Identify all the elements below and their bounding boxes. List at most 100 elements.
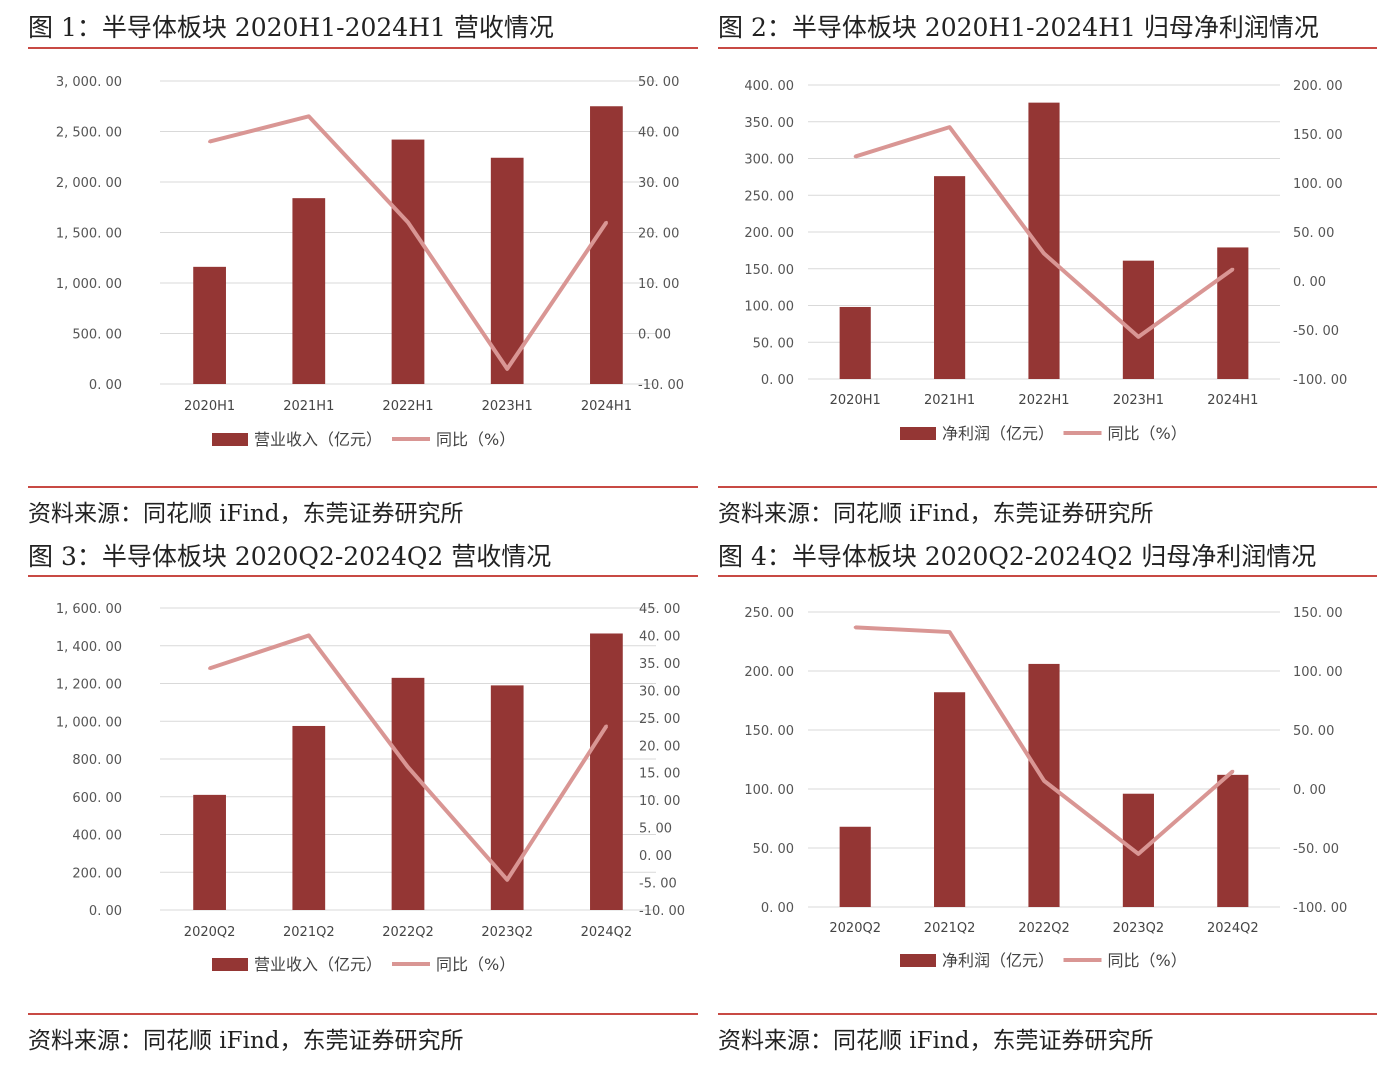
y-left-tick-label: 150. 00 [744, 724, 794, 739]
yoy-point [948, 125, 952, 129]
y-left-tick-label: 400. 00 [72, 829, 122, 844]
yoy-point [948, 630, 952, 634]
y-left-tick-label: 200. 00 [72, 866, 122, 881]
bar [934, 692, 966, 907]
y-right-tick-label: 30. 00 [638, 176, 679, 191]
figure-4-title-rule [718, 575, 1377, 577]
figure-1-source: 资料来源：同花顺 iFind，东莞证券研究所 [28, 501, 464, 527]
y-right-tick-label: 20. 00 [639, 739, 680, 754]
y-right-tick-label: 50. 00 [1293, 724, 1334, 739]
x-category-label: 2023Q2 [1113, 921, 1165, 936]
y-right-tick-label: -10. 00 [638, 378, 684, 393]
figure-4-source-rule [718, 1013, 1377, 1015]
x-category-label: 2023H1 [1113, 393, 1164, 408]
bar [490, 685, 524, 910]
legend-line-label: 同比（%） [436, 430, 515, 449]
bar [1217, 247, 1249, 379]
x-category-label: 2021H1 [924, 393, 975, 408]
figure-1-panel: 图 1：半导体板块 2020H1-2024H1 营收情况 0. 00 500. 0… [28, 0, 698, 530]
figure-3-source-rule [28, 1013, 698, 1015]
x-category-label: 2024H1 [1207, 393, 1258, 408]
y-right-tick-label: 40. 00 [639, 629, 680, 644]
y-right-tick-label: 0. 00 [638, 328, 671, 343]
yoy-point [208, 140, 212, 144]
y-left-tick-label: 1, 600. 00 [56, 602, 122, 617]
y-right-tick-label: -10. 00 [639, 904, 685, 919]
y-left-tick-label: 100. 00 [744, 783, 794, 798]
y-right-tick-label: 30. 00 [639, 684, 680, 699]
y-right-tick-label: -50. 00 [1293, 842, 1339, 857]
bar [590, 633, 623, 910]
figure-3-title-rule [28, 575, 698, 577]
y-left-tick-label: 250. 00 [744, 189, 794, 204]
y-right-tick-label: 200. 00 [1293, 79, 1343, 94]
y-left-tick-label: 0. 00 [761, 373, 794, 388]
y-right-tick-label: 20. 00 [638, 227, 679, 242]
y-left-tick-label: 1, 500. 00 [56, 227, 122, 242]
y-right-tick-label: 50. 00 [638, 75, 679, 90]
yoy-point [1042, 252, 1046, 256]
figure-2-panel: 图 2：半导体板块 2020H1-2024H1 归母净利润情况 0. 00 50.… [718, 0, 1388, 530]
y-left-tick-label: 50. 00 [753, 842, 794, 857]
x-category-label: 2023H1 [482, 399, 533, 414]
legend-bar-swatch [900, 954, 936, 967]
y-right-tick-label: 15. 00 [639, 767, 680, 782]
y-right-tick-label: 35. 00 [639, 657, 680, 672]
figure-1-title-rule [28, 47, 698, 49]
x-category-label: 2021Q2 [283, 925, 335, 940]
yoy-point [208, 666, 212, 670]
yoy-point [1042, 779, 1046, 783]
bar [391, 139, 425, 384]
y-left-tick-label: 250. 00 [744, 606, 794, 621]
yoy-point [604, 220, 608, 224]
y-left-tick-label: 0. 00 [761, 901, 794, 916]
figure-4-title: 图 4：半导体板块 2020Q2-2024Q2 归母净利润情况 [718, 542, 1317, 571]
figure-4-source: 资料来源：同花顺 iFind，东莞证券研究所 [718, 1028, 1154, 1054]
legend-line-label: 同比（%） [1108, 424, 1187, 443]
x-category-label: 2024Q2 [1207, 921, 1259, 936]
x-category-label: 2020H1 [830, 393, 881, 408]
y-left-tick-label: 200. 00 [744, 665, 794, 680]
y-left-tick-label: 400. 00 [744, 79, 794, 94]
figure-2-title-rule [718, 47, 1377, 49]
legend-bar-label: 净利润（亿元） [942, 951, 1054, 970]
yoy-point [1136, 335, 1140, 339]
y-right-tick-label: 10. 00 [638, 277, 679, 292]
bar [590, 106, 623, 384]
y-right-tick-label: 100. 00 [1293, 177, 1343, 192]
yoy-point [853, 625, 857, 629]
bar [193, 794, 226, 910]
y-right-tick-label: 100. 00 [1293, 665, 1343, 680]
bar [1028, 663, 1060, 907]
y-right-tick-label: 0. 00 [1293, 275, 1326, 290]
y-left-tick-label: 600. 00 [72, 791, 122, 806]
bar [490, 157, 524, 384]
y-left-tick-label: 100. 00 [744, 300, 794, 315]
bar [839, 306, 871, 379]
y-right-tick-label: 0. 00 [1293, 783, 1326, 798]
figure-4-panel: 图 4：半导体板块 2020Q2-2024Q2 归母净利润情况 0. 00 50.… [718, 530, 1388, 1067]
bar [292, 198, 326, 384]
y-right-tick-label: -100. 00 [1293, 901, 1347, 916]
legend-line-label: 同比（%） [1108, 951, 1187, 970]
yoy-point [406, 220, 410, 224]
y-left-tick-label: 2, 500. 00 [56, 126, 122, 141]
y-right-tick-label: 50. 00 [1293, 226, 1334, 241]
y-right-tick-label: 5. 00 [639, 822, 672, 837]
yoy-point [505, 367, 509, 371]
figure-2-source-rule [718, 486, 1377, 488]
bar [1217, 774, 1249, 907]
y-left-tick-label: 0. 00 [89, 378, 122, 393]
y-left-tick-label: 800. 00 [72, 753, 122, 768]
x-category-label: 2024H1 [581, 399, 632, 414]
y-left-tick-label: 3, 000. 00 [56, 75, 122, 90]
legend-bar-label: 营业收入（亿元） [254, 955, 382, 974]
y-right-tick-label: 25. 00 [639, 712, 680, 727]
figure-3-chart: 0. 00 200. 00 400. 00 600. 00 800. 00 1, 000.… [56, 602, 685, 974]
x-category-label: 2020Q2 [829, 921, 881, 936]
yoy-point [505, 878, 509, 882]
figure-1-source-rule [28, 486, 698, 488]
bar [1122, 260, 1154, 379]
y-left-tick-label: 1, 000. 00 [56, 277, 122, 292]
bar [391, 677, 425, 910]
